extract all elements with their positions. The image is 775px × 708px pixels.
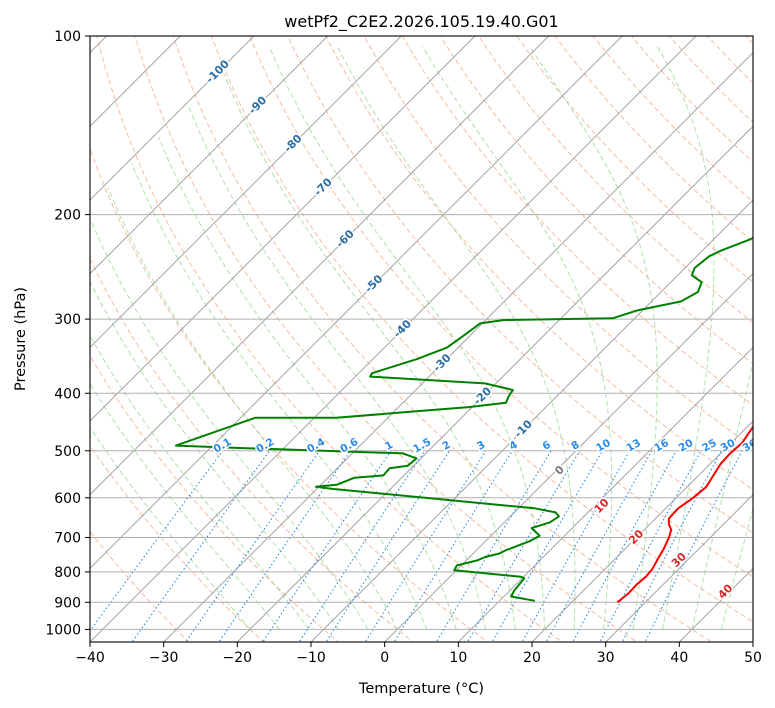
dry-adiabat-line bbox=[592, 36, 753, 203]
x-tick-label: −10 bbox=[296, 650, 326, 666]
moist-adiabat-line bbox=[90, 426, 251, 630]
pressure-gridlines bbox=[90, 36, 753, 630]
moist-adiabat-line bbox=[720, 507, 753, 630]
y-axis-label: Pressure (hPa) bbox=[13, 287, 29, 391]
y-tick-label: 500 bbox=[54, 444, 81, 460]
axes: −40 −30 −20 −10 0 10 20 30 40 50 100 200 300 400 500 60… bbox=[45, 29, 762, 666]
x-tick-label: −40 bbox=[75, 650, 105, 666]
dry-adiabat-line bbox=[96, 36, 564, 642]
mixing-ratio-line bbox=[90, 450, 224, 632]
dry-adiabat-line bbox=[90, 257, 414, 642]
x-tick-label: 0 bbox=[380, 650, 389, 666]
mixing-ratio-line bbox=[572, 450, 677, 642]
isotherm-line bbox=[90, 36, 329, 275]
dewpoint-profile-line bbox=[174, 236, 753, 602]
moist-adiabat-line bbox=[656, 45, 715, 630]
x-tick-label: 40 bbox=[670, 650, 688, 666]
isotherm-line bbox=[310, 199, 753, 642]
y-tick-label: 900 bbox=[54, 595, 81, 611]
temperature-profile-line bbox=[616, 425, 753, 604]
dry-adiabat-line bbox=[172, 36, 713, 642]
mixing-ratio-line bbox=[393, 450, 513, 642]
mixing-ratio-line bbox=[599, 450, 702, 642]
dry-adiabat-line bbox=[439, 36, 753, 365]
dry-adiabat-line bbox=[554, 36, 753, 243]
x-tick-label: −20 bbox=[223, 650, 253, 666]
dry-adiabat-line bbox=[90, 147, 489, 642]
y-tick-label: 100 bbox=[54, 29, 81, 45]
x-tick-label: 20 bbox=[523, 650, 541, 666]
dry-adiabat-line bbox=[210, 36, 753, 623]
dry-adiabat-line bbox=[401, 36, 753, 406]
dry-adiabat-line bbox=[477, 36, 753, 324]
moist-adiabat-line bbox=[188, 107, 487, 630]
background-lines bbox=[90, 36, 753, 642]
moist-adiabat-line bbox=[107, 187, 398, 630]
moist-adiabat-line bbox=[528, 45, 658, 630]
isotherm-line bbox=[384, 273, 753, 642]
x-tick-label: 50 bbox=[744, 650, 762, 666]
isotherm-line bbox=[90, 36, 476, 422]
y-tick-label: 800 bbox=[54, 565, 81, 581]
y-tick-label: 200 bbox=[54, 208, 81, 224]
x-tick-label: −30 bbox=[149, 650, 179, 666]
moist-adiabat-line bbox=[223, 74, 516, 630]
dry-adiabat-line bbox=[325, 36, 753, 491]
mixing-ratio-line bbox=[521, 450, 631, 642]
y-tick-label: 600 bbox=[54, 491, 81, 507]
moist-adiabat-line bbox=[158, 136, 457, 630]
isotherm-line bbox=[236, 125, 753, 642]
dry-adiabat-line bbox=[90, 354, 339, 642]
isotherm-line bbox=[531, 420, 753, 642]
isotherm-line bbox=[90, 36, 550, 496]
profile-series bbox=[174, 236, 753, 604]
moist-adiabat-line bbox=[90, 334, 310, 630]
moist-adiabat-line bbox=[90, 280, 339, 630]
moist-adiabat-line bbox=[422, 45, 613, 630]
isotherm-line bbox=[90, 36, 697, 642]
mixing-ratio-line bbox=[621, 450, 722, 642]
mixing-ratio-line bbox=[298, 450, 426, 642]
y-tick-label: 400 bbox=[54, 386, 81, 402]
mixing-ratio-line bbox=[435, 450, 552, 642]
y-tick-label: 1000 bbox=[45, 622, 81, 638]
isotherm-line bbox=[457, 346, 753, 642]
isotherm-line bbox=[163, 52, 753, 642]
isotherm-line bbox=[90, 36, 255, 201]
moist-adiabat-line bbox=[268, 45, 546, 630]
mixing-ratio-line bbox=[218, 450, 351, 642]
dry-adiabat-line bbox=[287, 36, 753, 534]
chart-title: wetPf2_C2E2.2026.105.19.40.G01 bbox=[284, 12, 558, 32]
plot-frame bbox=[89, 35, 754, 643]
mixing-ratio-line bbox=[545, 450, 653, 642]
mixing-ratio-line bbox=[491, 450, 603, 642]
mixing-ratio-line bbox=[185, 450, 321, 642]
dry-adiabat-line bbox=[134, 36, 638, 642]
mixing-ratio-line bbox=[644, 450, 743, 642]
y-tick-label: 300 bbox=[54, 312, 81, 328]
isotherm-line bbox=[90, 36, 402, 348]
isotherm-line bbox=[90, 36, 623, 569]
x-axis-label: Temperature (°C) bbox=[358, 681, 484, 697]
moist-adiabat-line bbox=[691, 358, 753, 630]
x-tick-label: 10 bbox=[449, 650, 467, 666]
mixing-ratio-line bbox=[466, 450, 581, 642]
mixing-ratio-line bbox=[262, 450, 392, 642]
y-tick-label: 700 bbox=[54, 531, 81, 547]
dry-adiabat-line bbox=[363, 36, 753, 448]
x-tick-label: 30 bbox=[597, 650, 615, 666]
isotherm-line bbox=[605, 494, 753, 642]
moist-adiabat-line bbox=[90, 217, 369, 630]
